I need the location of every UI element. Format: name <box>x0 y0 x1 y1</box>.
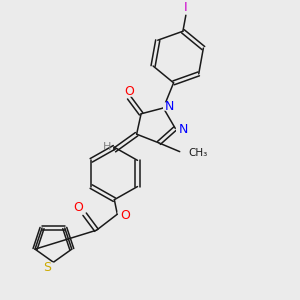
Text: I: I <box>184 2 188 14</box>
Text: H: H <box>103 142 111 152</box>
FancyBboxPatch shape <box>163 102 175 111</box>
Text: S: S <box>43 261 51 274</box>
Text: N: N <box>178 123 188 136</box>
Text: O: O <box>73 201 83 214</box>
FancyBboxPatch shape <box>102 143 114 152</box>
FancyBboxPatch shape <box>74 204 85 213</box>
FancyBboxPatch shape <box>118 212 129 220</box>
Text: CH₃: CH₃ <box>189 148 208 158</box>
FancyBboxPatch shape <box>42 262 54 271</box>
FancyBboxPatch shape <box>123 88 135 97</box>
Text: N: N <box>165 100 175 113</box>
Text: O: O <box>124 85 134 98</box>
FancyBboxPatch shape <box>176 126 188 134</box>
Text: O: O <box>120 209 130 222</box>
